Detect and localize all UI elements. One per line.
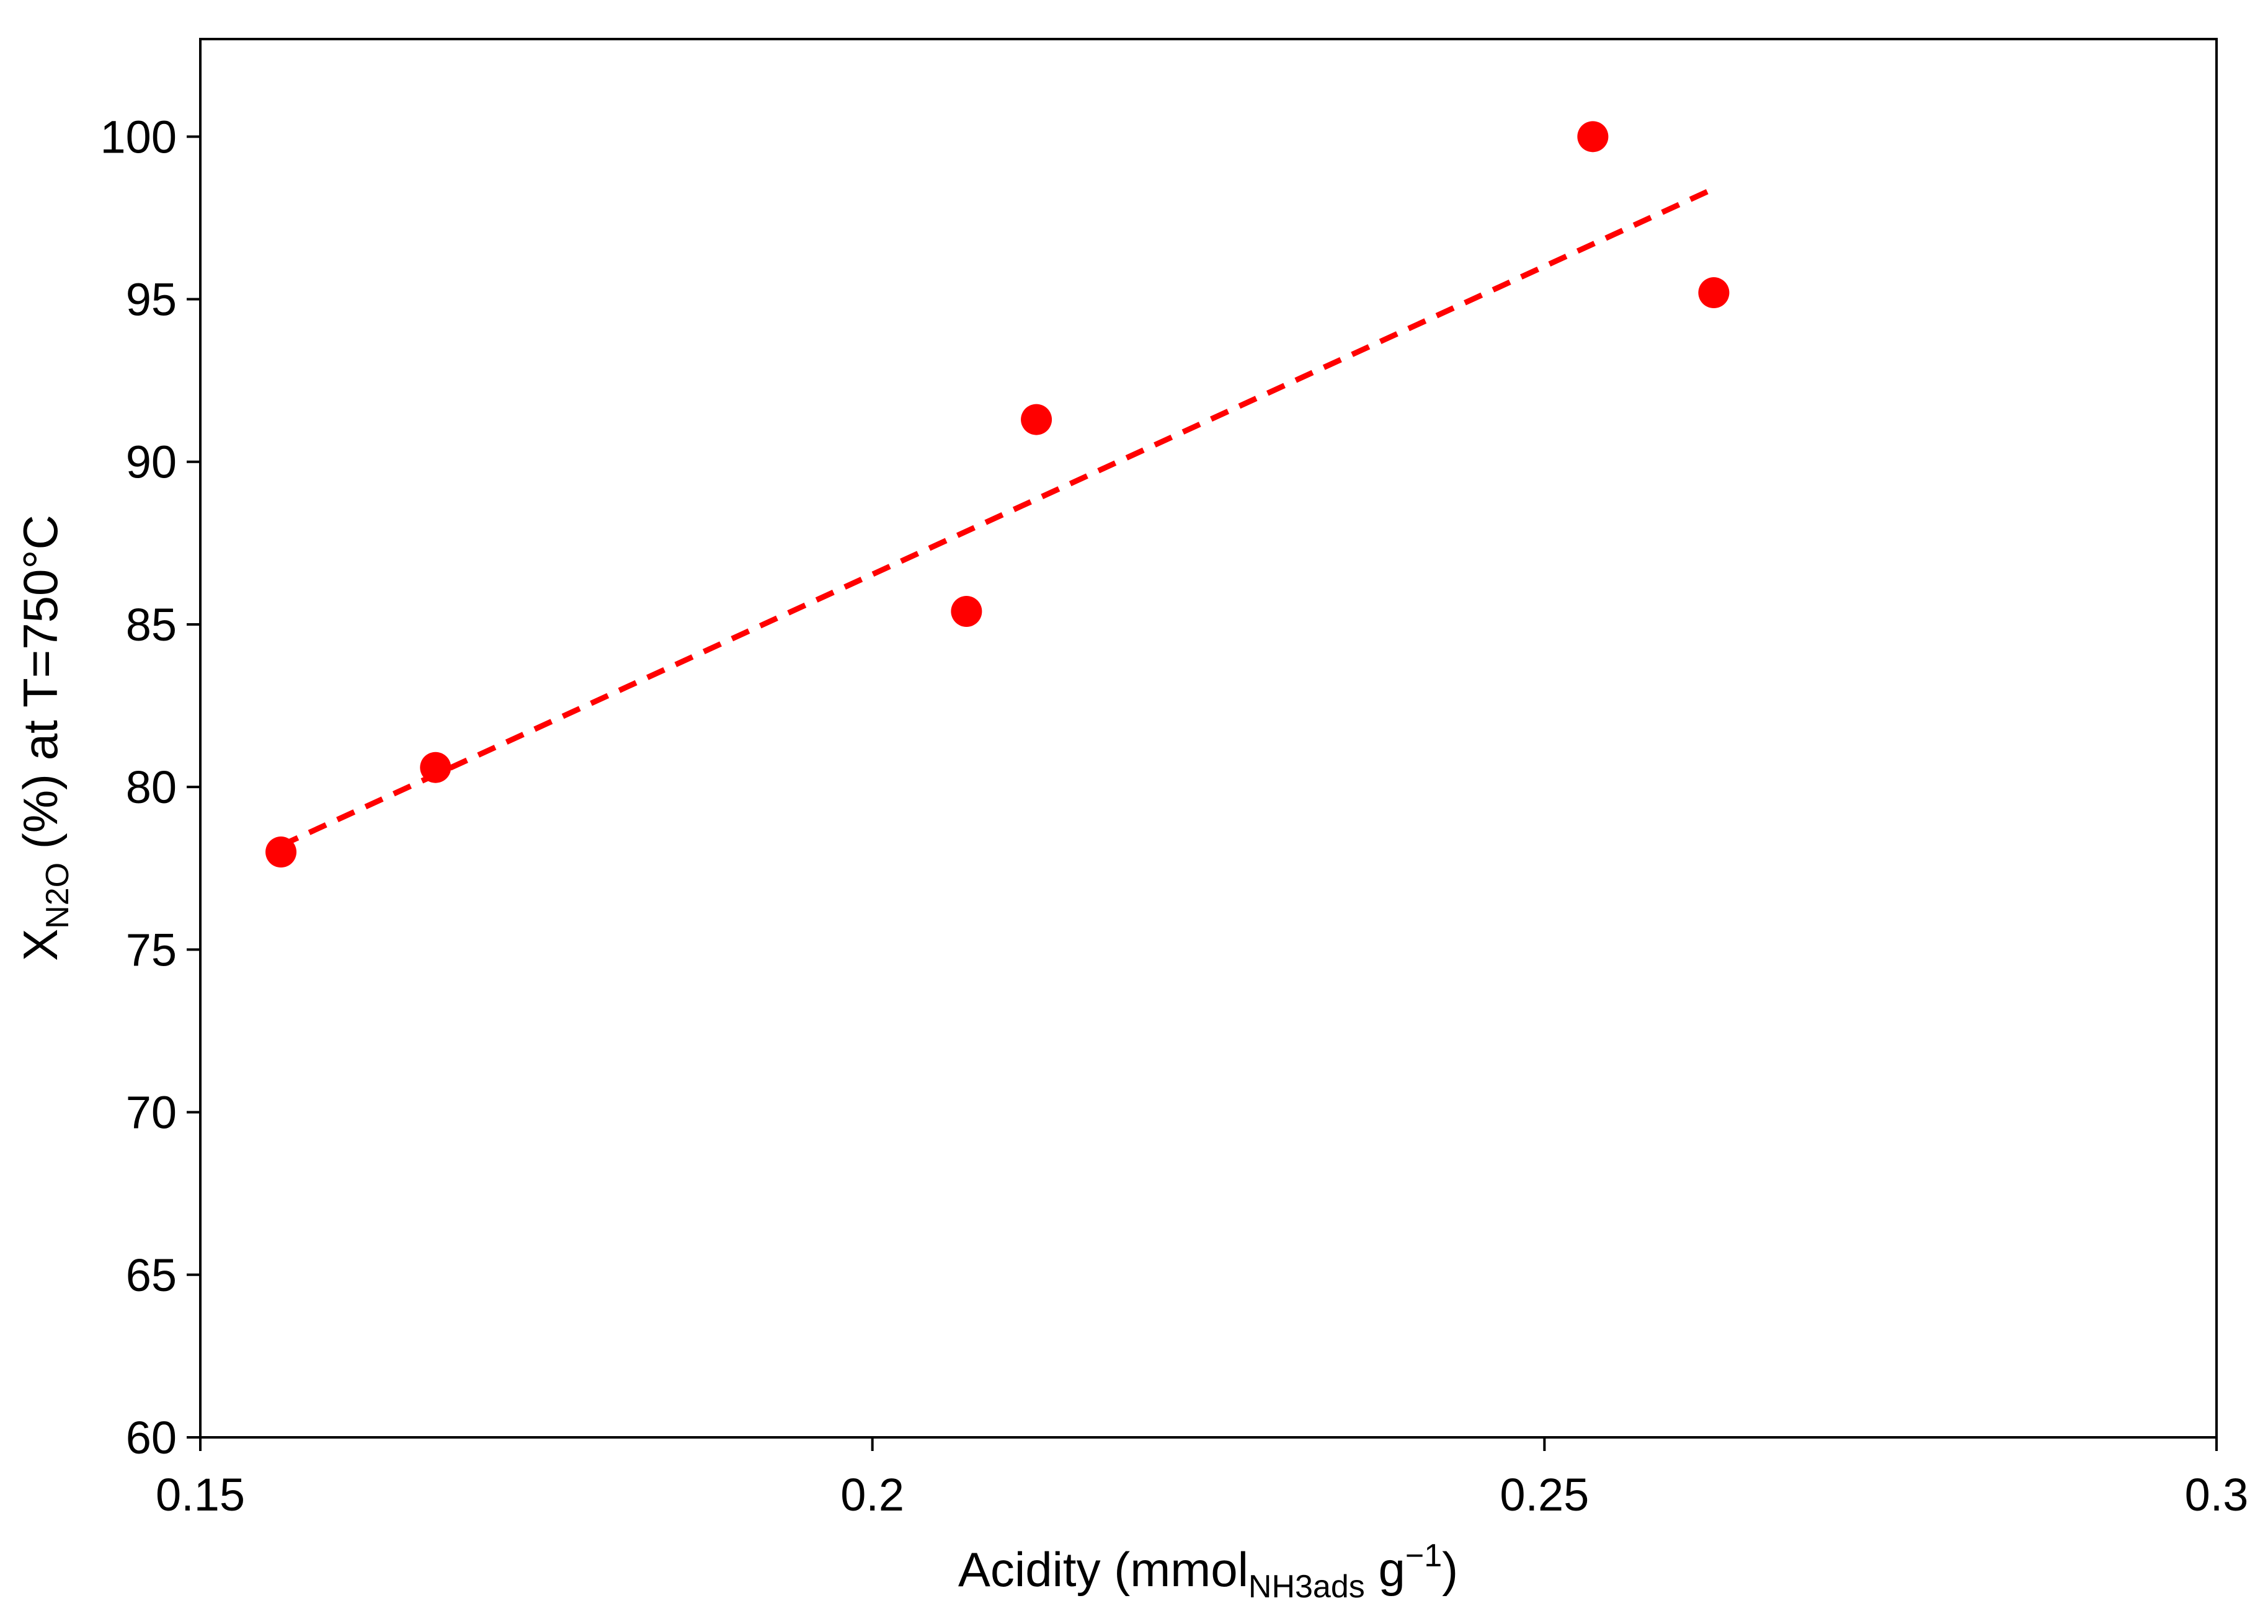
x-tick-label: 0.2 — [840, 1469, 904, 1520]
plot-area — [199, 38, 2218, 1439]
data-point — [951, 595, 982, 627]
y-tick-label: 85 — [126, 599, 177, 650]
x-axis-title: Acidity (mmolNH3ads g−1) — [958, 1538, 1458, 1605]
x-tick-label: 0.25 — [1500, 1469, 1589, 1520]
data-point — [420, 752, 451, 783]
x-tick-label: 0.15 — [156, 1469, 245, 1520]
x-tick-label: 0.3 — [2185, 1469, 2249, 1520]
y-tick-label: 90 — [126, 437, 177, 488]
y-tick-label: 80 — [126, 761, 177, 813]
trend-line-group — [280, 186, 1715, 848]
data-point — [265, 836, 297, 868]
x-axis-ticks: 0.15 0.2 0.25 0.3 — [156, 1437, 2248, 1520]
data-point — [1577, 121, 1609, 153]
y-tick-label: 75 — [126, 924, 177, 975]
data-point — [1698, 277, 1730, 309]
trend-line — [280, 186, 1715, 848]
data-points — [265, 121, 1730, 868]
y-tick-label: 95 — [126, 274, 177, 326]
y-axis-title: XN2O (%) at T=750°C — [13, 515, 76, 961]
y-tick-label: 70 — [126, 1087, 177, 1138]
y-tick-label: 60 — [126, 1412, 177, 1463]
data-point — [1021, 404, 1052, 435]
y-tick-label: 65 — [126, 1249, 177, 1301]
y-axis-ticks: 60 65 70 75 80 85 90 95 100 — [100, 111, 200, 1463]
y-tick-label: 100 — [100, 111, 177, 162]
